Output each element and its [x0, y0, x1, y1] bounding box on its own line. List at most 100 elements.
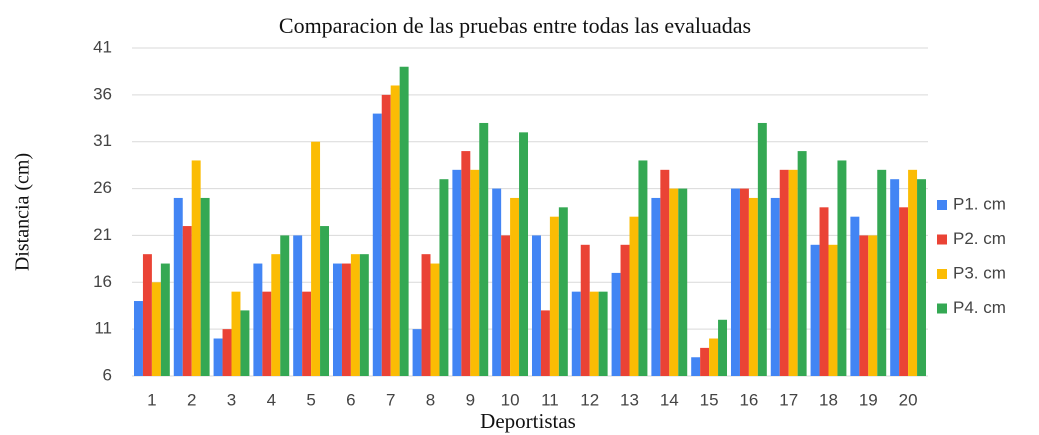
x-tick-label: 20 [899, 390, 918, 409]
bar [470, 169, 480, 376]
legend-swatch [937, 303, 947, 314]
y-tick-label: 31 [93, 131, 112, 150]
x-tick-label: 12 [580, 390, 599, 409]
bar [479, 122, 489, 376]
bar [571, 291, 581, 376]
bar [797, 151, 807, 376]
bar [412, 329, 422, 376]
bar [748, 197, 758, 376]
bar [293, 235, 303, 376]
y-tick-label: 41 [93, 37, 112, 56]
bar [549, 216, 559, 376]
bar [598, 291, 608, 376]
bar [531, 235, 541, 376]
legend-label: P3. cm [953, 263, 1006, 282]
legend-swatch [937, 200, 947, 210]
bar [788, 169, 798, 376]
chart-title: Comparacion de las pruebas entre todas l… [279, 13, 751, 38]
bar [837, 160, 847, 376]
bar [828, 244, 838, 376]
bar [452, 169, 462, 376]
bar [709, 338, 719, 376]
x-tick-label: 13 [620, 390, 639, 409]
bar [133, 301, 143, 376]
x-tick-label: 19 [859, 390, 878, 409]
x-tick-label: 11 [541, 390, 559, 409]
bar [691, 357, 701, 376]
bar [890, 179, 900, 376]
y-tick-label: 21 [93, 225, 112, 244]
bar [908, 169, 918, 376]
bar [421, 254, 431, 376]
bar [439, 179, 449, 376]
bar [580, 244, 590, 376]
bar [222, 329, 232, 376]
bar [173, 197, 183, 376]
bar [899, 207, 909, 376]
bar [341, 263, 351, 376]
bar [271, 254, 281, 376]
bar [779, 169, 789, 376]
x-tick-label: 18 [819, 390, 838, 409]
bar [770, 197, 780, 376]
bar [669, 188, 679, 376]
legend-label: P1. cm [953, 194, 1006, 213]
y-tick-label: 26 [93, 178, 112, 197]
bar [311, 141, 321, 376]
bar [558, 207, 568, 376]
bar [730, 188, 740, 376]
bar [399, 66, 409, 376]
x-tick-label: 5 [306, 390, 315, 409]
x-tick-label: 16 [739, 390, 758, 409]
bar [142, 254, 152, 376]
x-tick-label: 3 [227, 390, 236, 409]
bar [660, 169, 670, 376]
x-tick-label: 17 [779, 390, 798, 409]
bar [638, 160, 648, 376]
bar [160, 263, 170, 376]
bar [390, 85, 400, 376]
x-tick-label: 14 [660, 390, 679, 409]
x-tick-label: 6 [346, 390, 355, 409]
bar [253, 263, 263, 376]
bar [739, 188, 749, 376]
bar [501, 235, 511, 376]
y-tick-label: 6 [103, 365, 112, 384]
x-tick-label: 2 [187, 390, 196, 409]
x-tick-label: 10 [501, 390, 520, 409]
bar [868, 235, 878, 376]
bar [629, 216, 639, 376]
bar [492, 188, 502, 376]
bar [182, 226, 192, 376]
bar [381, 94, 391, 376]
bar [877, 169, 887, 376]
bar [372, 113, 382, 376]
bar [231, 291, 241, 376]
bar [850, 216, 860, 376]
legend-label: P4. cm [953, 298, 1006, 317]
y-tick-label: 36 [93, 84, 112, 103]
bar [240, 310, 250, 376]
bar [917, 179, 927, 376]
bar [213, 338, 223, 376]
bar [200, 197, 210, 376]
x-axis-label: Deportistas [480, 409, 576, 433]
bar [700, 347, 710, 376]
bar [350, 254, 360, 376]
legend-label: P2. cm [953, 229, 1006, 248]
x-tick-label: 8 [426, 390, 435, 409]
bar [757, 122, 767, 376]
bar [510, 197, 520, 376]
y-tick-label: 16 [93, 272, 112, 291]
bar [589, 291, 599, 376]
y-tick-label: 11 [94, 319, 112, 338]
x-tick-label: 9 [466, 390, 475, 409]
bar [620, 244, 630, 376]
bar [320, 226, 330, 376]
bar [810, 244, 820, 376]
bar [718, 319, 728, 376]
bar [191, 160, 201, 376]
x-tick-label: 4 [267, 390, 276, 409]
